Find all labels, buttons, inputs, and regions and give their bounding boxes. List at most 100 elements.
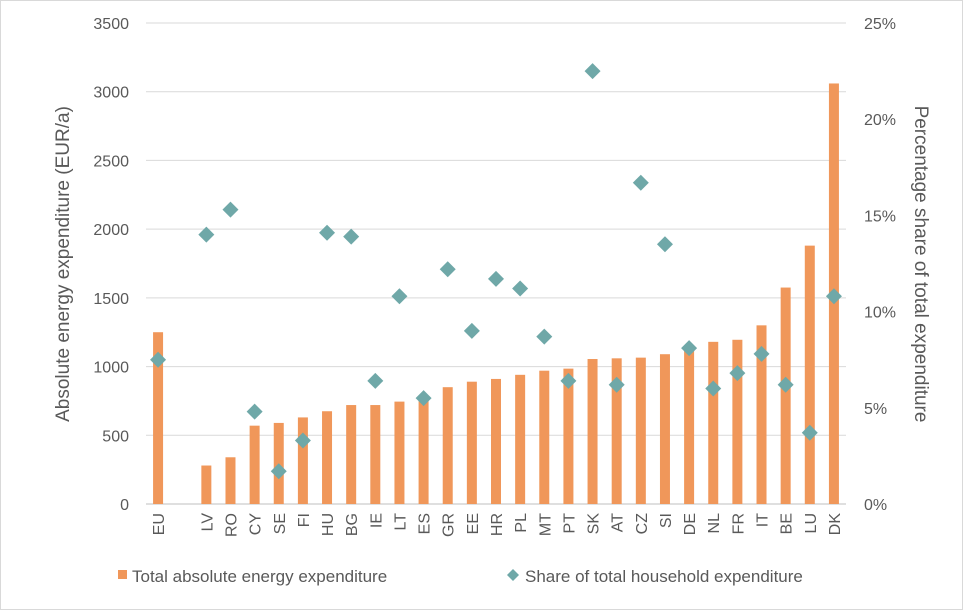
marker-point [584,63,601,80]
marker-series [150,63,842,480]
bar [322,411,333,504]
bar-series [153,83,839,505]
bar [370,405,381,504]
bar [297,417,308,504]
right-tick-label: 5% [864,401,887,418]
left-tick-label: 1000 [93,360,129,377]
bar [684,348,695,504]
x-tick-label: SI [658,513,675,528]
x-tick-label: EU [151,513,168,535]
left-tick-label: 3000 [93,85,129,102]
x-tick-label: HU [320,513,337,536]
legend: Total absolute energy expenditure Share … [118,567,803,586]
x-tick-label: PL [513,513,530,533]
x-tick-label: BG [344,513,361,536]
left-tick-label: 500 [102,428,129,445]
bar [249,425,260,504]
x-tick-label: LV [199,513,216,532]
x-tick-label: LU [803,513,820,533]
bar [587,359,598,504]
marker-point [463,322,480,339]
x-tick-label: DE [682,513,699,535]
x-tick-label: SE [272,513,289,534]
x-tick-label: FR [730,513,747,534]
marker-point [512,280,529,297]
marker-point [367,372,384,389]
marker-point [439,261,456,278]
marker-point [222,201,239,218]
bar [442,387,453,504]
left-tick-label: 1500 [93,291,129,308]
x-tick-label: LT [392,513,409,531]
x-tick-label: PT [561,513,578,534]
left-axis-ticks: 0 500 1000 1500 2000 2500 3000 3500 [93,16,129,514]
bar [418,398,429,504]
bar [491,378,501,504]
bar [539,370,550,504]
marker-point [319,224,336,241]
left-tick-label: 0 [120,497,129,514]
x-tick-label: FI [296,513,313,527]
x-tick-label: RO [223,513,240,537]
marker-point [560,372,577,389]
gridlines [146,22,846,505]
x-tick-label: NL [706,513,723,534]
marker-point [198,226,215,243]
right-tick-label: 15% [864,208,896,225]
bar [153,332,164,504]
right-tick-label: 0% [864,497,887,514]
marker-point [294,432,311,449]
bar [780,287,791,504]
legend-marker-label: Share of total household expenditure [525,567,803,586]
marker-point [246,403,263,420]
x-axis-ticks: EU LV RO CY SE FI HU BG IE LT ES GR EE HR PL MT PT SK AT CZ… [151,513,844,537]
legend-bar-swatch [118,570,127,579]
marker-point [656,236,673,253]
marker-point [415,390,432,407]
marker-point [801,424,818,441]
left-tick-label: 2500 [93,153,129,170]
right-axis-ticks: 0% 5% 10% 15% 20% 25% [864,16,896,514]
marker-point [270,463,287,480]
bar [756,325,767,504]
right-tick-label: 10% [864,305,896,322]
bar [346,405,357,504]
marker-point [391,288,408,305]
bar [515,374,526,504]
bar [635,357,646,504]
x-tick-label: AT [610,513,627,532]
marker-point [608,376,625,393]
legend-bar-label: Total absolute energy expenditure [132,567,387,586]
x-tick-label: HR [489,513,506,536]
bar [659,354,670,504]
marker-point [150,351,167,368]
bar [708,341,719,504]
x-tick-label: CY [248,513,265,536]
bar [563,368,574,504]
bar [201,465,212,504]
marker-point [777,376,794,393]
marker-point [632,174,649,191]
bar [466,381,477,504]
marker-point [705,380,722,397]
x-tick-label: EE [465,513,482,534]
x-tick-label: ES [417,513,434,534]
marker-point [825,288,842,305]
marker-point [729,365,746,382]
marker-point [488,270,504,287]
x-tick-label: MT [537,513,554,536]
x-tick-label: IE [368,513,385,528]
marker-point [536,328,553,345]
left-axis-title: Absolute energy expenditure (EUR/a) [53,106,74,422]
legend-marker-swatch [507,569,519,581]
marker-point [681,340,698,357]
right-tick-label: 20% [864,112,896,129]
bar [394,401,405,504]
x-tick-label: GR [441,513,458,537]
bar [732,339,743,504]
right-axis-title: Percentage share of total expenditure [910,106,931,423]
bar [611,358,622,504]
x-tick-label: DK [827,513,844,536]
